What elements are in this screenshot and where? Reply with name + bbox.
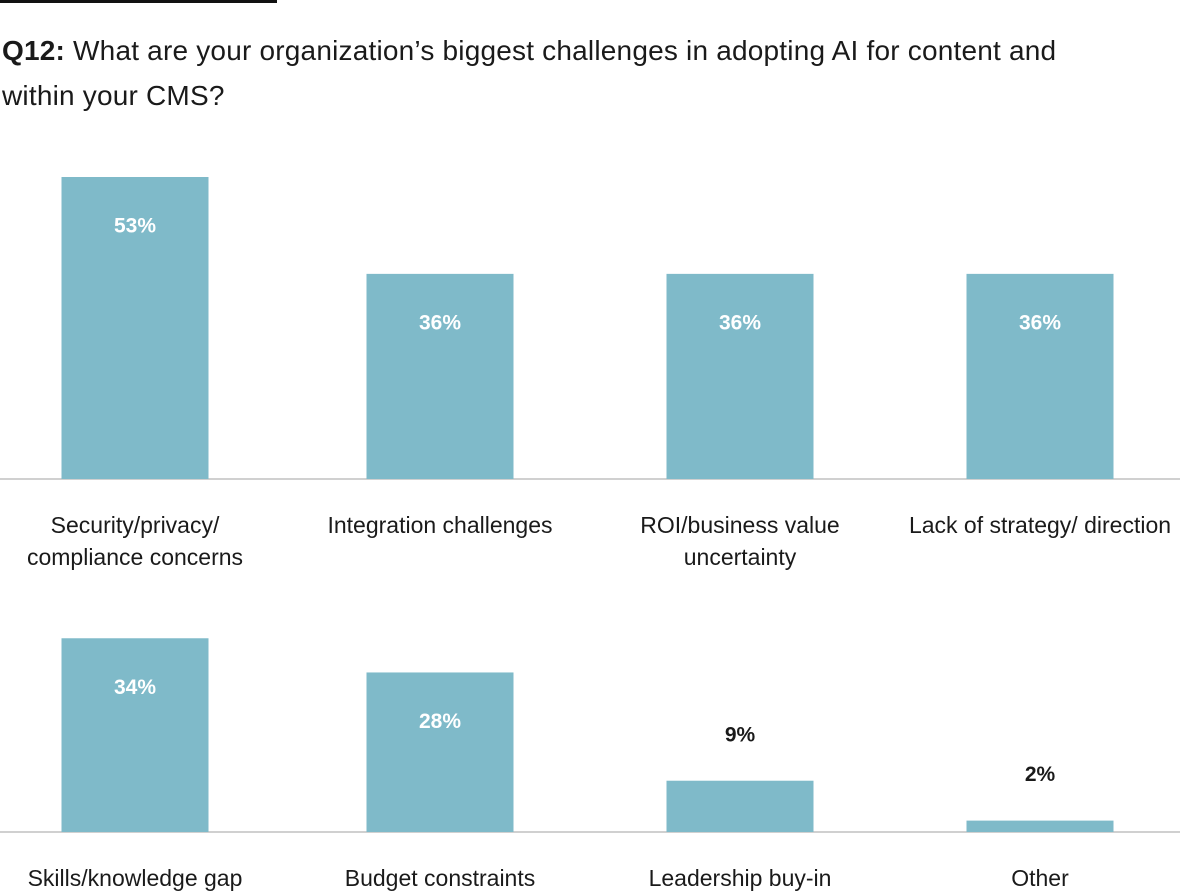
category-label: Security/privacy/ compliance concerns (26, 512, 244, 570)
value-label: 2% (1025, 763, 1056, 786)
chart-title: Q12: What are your organization’s bigges… (2, 28, 1132, 118)
value-label: 36% (419, 311, 461, 334)
bar (366, 273, 514, 479)
category-label: Integration challenges (327, 512, 553, 538)
title-prefix: Q12: (2, 35, 66, 66)
category-label: ROI/business value uncertainty (640, 512, 840, 570)
category-label: Leadership buy-in (648, 865, 832, 891)
category-label: Lack of strategy/ direction (908, 512, 1172, 538)
value-label: 34% (114, 676, 156, 699)
value-label: 36% (719, 311, 761, 334)
value-label: 9% (725, 723, 756, 746)
category-label: Budget constraints (344, 865, 536, 891)
bar (666, 273, 814, 479)
category-label: Skills/knowledge gap (27, 865, 243, 891)
bar (666, 780, 814, 832)
category-label: Other (1011, 865, 1069, 891)
title-text: What are your organization’s biggest cha… (2, 35, 1057, 111)
value-label: 36% (1019, 311, 1061, 334)
value-label: 53% (114, 215, 156, 238)
value-label: 28% (419, 710, 461, 733)
bar (366, 672, 514, 832)
bar (61, 638, 209, 832)
bar (61, 177, 209, 479)
top-rule (0, 0, 277, 3)
bar (966, 273, 1114, 479)
bar (966, 820, 1114, 832)
